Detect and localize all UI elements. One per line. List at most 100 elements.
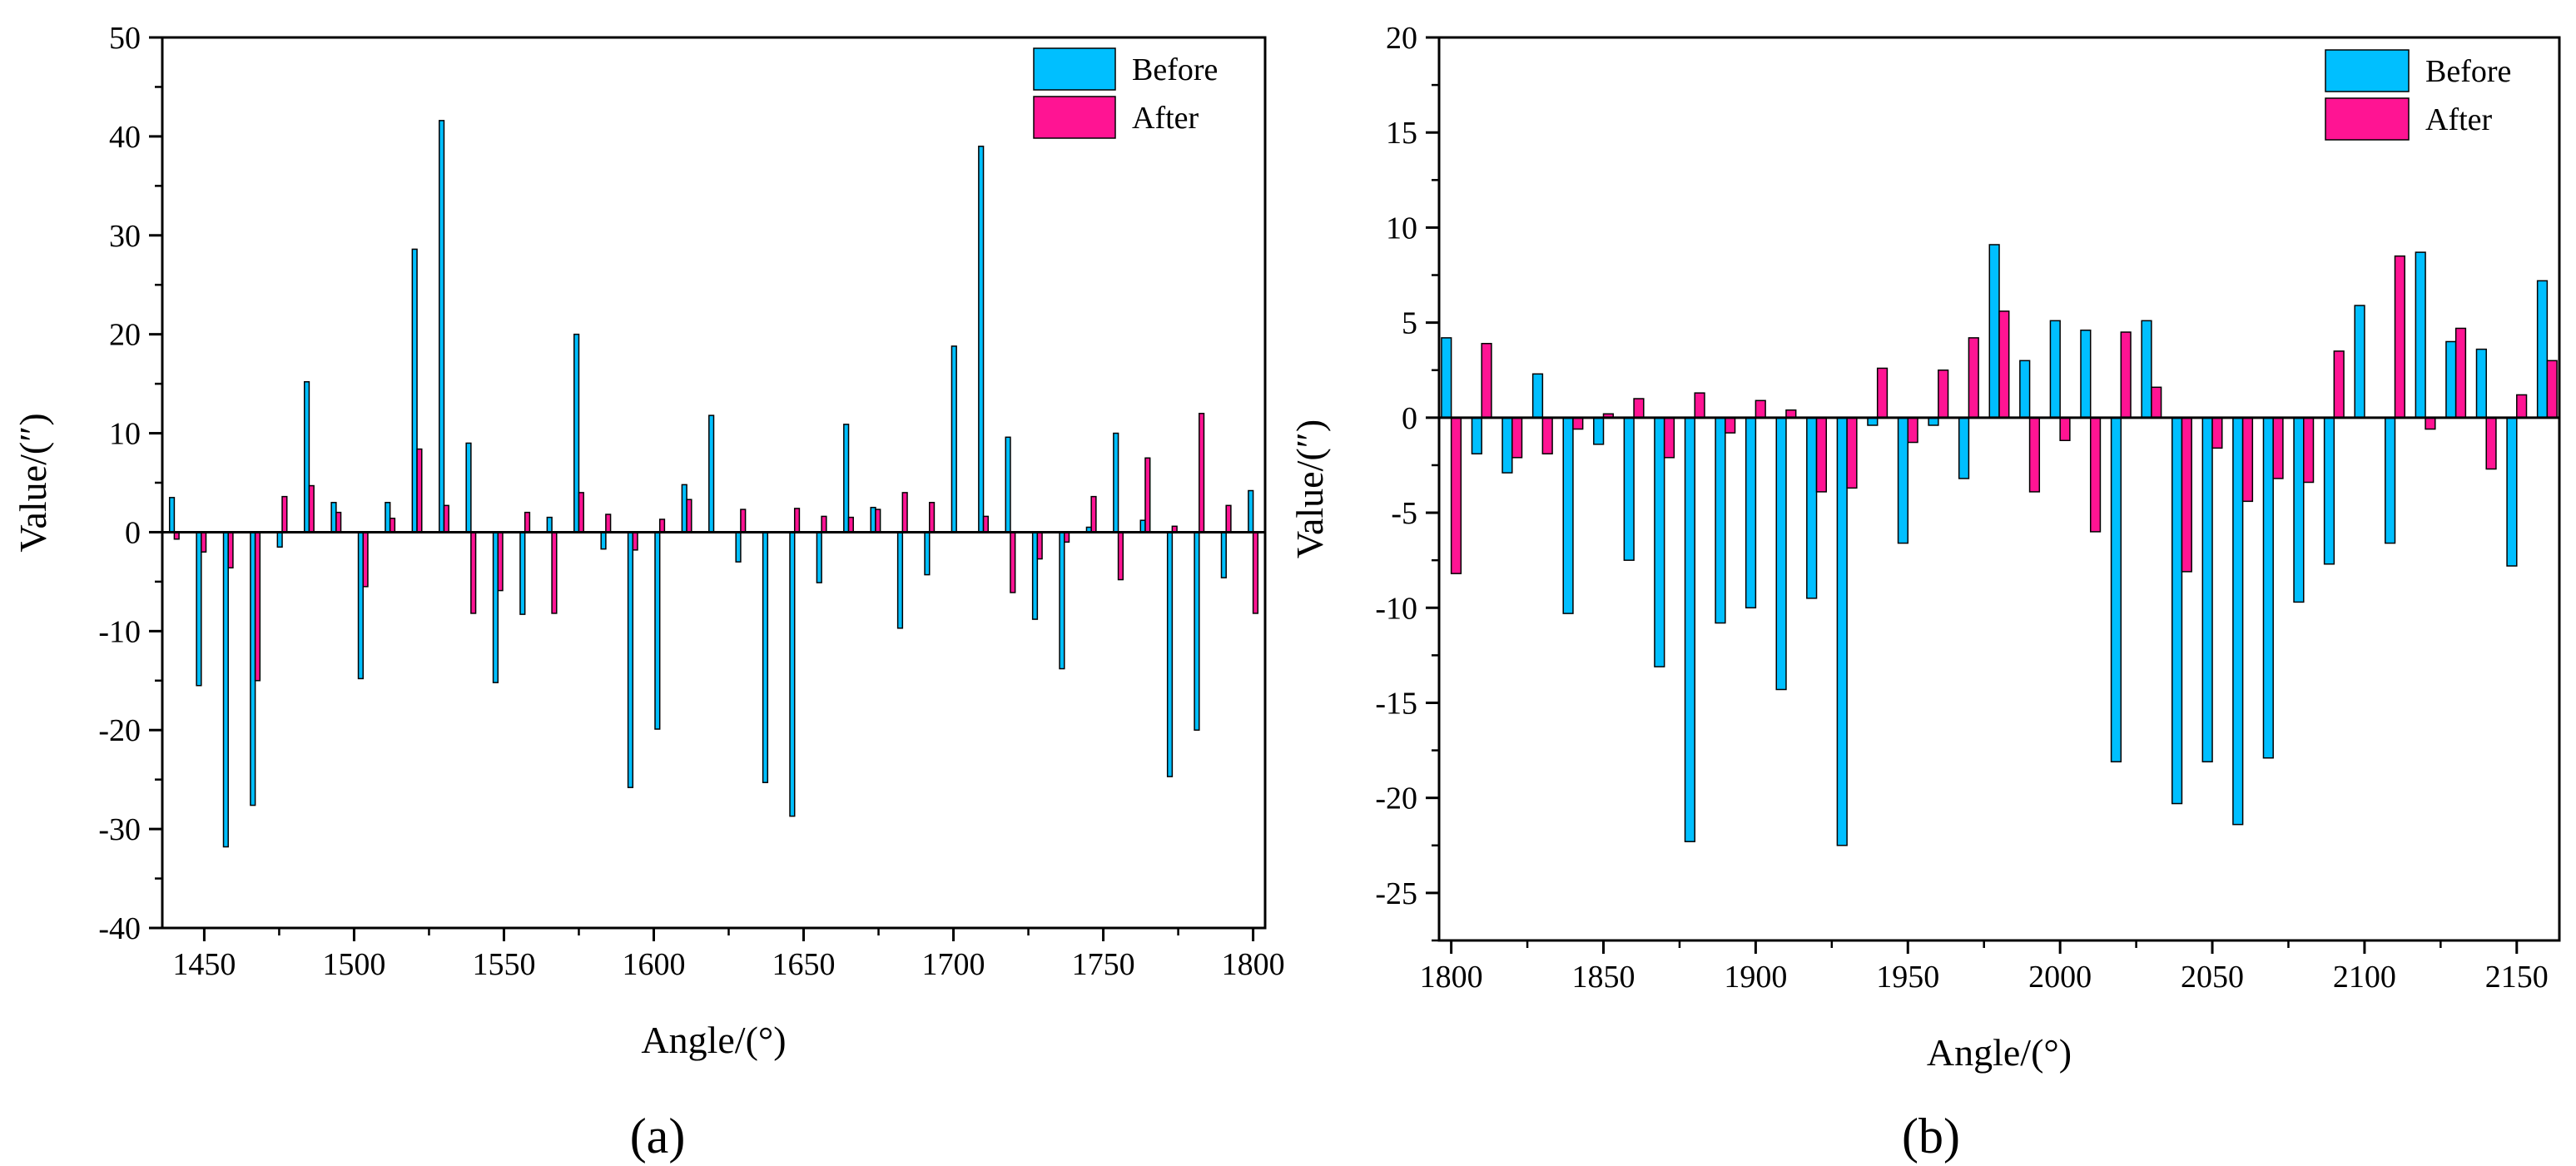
bar-after bbox=[740, 509, 747, 533]
y-tick-label: -5 bbox=[1391, 496, 1417, 531]
bar-after bbox=[2120, 331, 2132, 419]
bar-after bbox=[551, 531, 558, 614]
bar-before bbox=[1166, 531, 1174, 777]
bar-after bbox=[2485, 417, 2497, 470]
bar-after bbox=[928, 502, 936, 533]
bar-before bbox=[843, 424, 850, 533]
y-tick-label: -20 bbox=[1375, 781, 1417, 816]
bar-after bbox=[982, 515, 989, 533]
bar-before bbox=[1836, 417, 1848, 846]
bar-before bbox=[1562, 417, 1574, 614]
bar-before bbox=[1031, 531, 1039, 620]
bar-after bbox=[2059, 417, 2071, 442]
panel-label: (b) bbox=[1902, 1109, 1960, 1164]
bar-after bbox=[2516, 394, 2528, 419]
bar-before bbox=[789, 531, 796, 817]
legend: Before After bbox=[1033, 47, 1218, 139]
bar-before bbox=[2019, 360, 2031, 419]
bar-before bbox=[276, 531, 283, 548]
legend-swatch-before bbox=[2325, 49, 2410, 92]
x-tick-label: 1600 bbox=[622, 947, 685, 982]
bar-before bbox=[1059, 531, 1065, 670]
bar-before bbox=[2049, 320, 2061, 419]
bar-before bbox=[1593, 417, 1605, 445]
bar-before bbox=[196, 531, 202, 687]
series-before bbox=[168, 120, 1254, 848]
series-after bbox=[173, 413, 1259, 682]
bar-after bbox=[497, 531, 504, 592]
bar-before bbox=[2171, 417, 2183, 805]
bar-after bbox=[2546, 360, 2558, 419]
plot-frame bbox=[1437, 36, 2561, 942]
y-tick-label: 0 bbox=[125, 515, 141, 550]
x-tick-label: 1650 bbox=[772, 947, 836, 982]
bar-after bbox=[2272, 417, 2284, 479]
bar-before bbox=[1806, 417, 1818, 599]
y-tick-label: 50 bbox=[109, 21, 141, 56]
bar-after bbox=[308, 484, 315, 533]
bar-after bbox=[1725, 417, 1736, 434]
y-axis-title: Value/(″) bbox=[12, 413, 54, 552]
bar-before bbox=[546, 516, 553, 533]
bar-after bbox=[1694, 392, 1705, 419]
y-tick-label: -10 bbox=[1375, 591, 1417, 626]
legend-swatch-before bbox=[1033, 47, 1116, 91]
bar-before bbox=[1775, 417, 1787, 691]
chart-panel-b: -25 -20 -15 -10 -5 0 5 10 15 20 1800 1850 1900 1950 20… bbox=[1288, 21, 2561, 1164]
x-tick-label: 2050 bbox=[2181, 960, 2244, 995]
bar-before bbox=[1471, 417, 1482, 454]
legend-label-after: After bbox=[2425, 102, 2493, 137]
x-tick-label: 1500 bbox=[322, 947, 385, 982]
bar-after bbox=[1010, 531, 1016, 593]
bar-after bbox=[1511, 417, 1523, 459]
bar-before bbox=[681, 484, 687, 533]
bar-after bbox=[2425, 417, 2436, 430]
bar-after bbox=[1064, 531, 1070, 543]
bar-before bbox=[1139, 519, 1146, 533]
x-axis-title: Angle/(°) bbox=[641, 1019, 786, 1061]
bar-before bbox=[896, 531, 904, 629]
bar-after bbox=[1876, 367, 1889, 419]
bar-after bbox=[2151, 386, 2162, 419]
bar-after bbox=[1815, 417, 1828, 493]
bar-before bbox=[1005, 436, 1011, 533]
x-tick-label: 1800 bbox=[1222, 947, 1285, 982]
bar-after bbox=[227, 531, 234, 568]
bar-before bbox=[1654, 417, 1665, 667]
bar-before bbox=[2080, 330, 2092, 419]
bar-before bbox=[1684, 417, 1695, 842]
bar-before bbox=[519, 531, 526, 615]
bar-after bbox=[1090, 495, 1097, 533]
bar-before bbox=[330, 502, 337, 533]
x-tick-label: 2150 bbox=[2485, 960, 2549, 995]
legend-label-before: Before bbox=[2425, 54, 2511, 89]
x-tick-label: 1700 bbox=[922, 947, 985, 982]
y-tick-label: -10 bbox=[98, 614, 141, 649]
bar-after bbox=[1998, 310, 2010, 419]
bar-before bbox=[2201, 417, 2213, 763]
y-tick-label: 20 bbox=[1386, 21, 1417, 56]
bar-after bbox=[1572, 417, 1584, 430]
bar-after bbox=[1450, 417, 1462, 574]
bar-after bbox=[2181, 417, 2192, 573]
bar-before bbox=[385, 502, 391, 533]
bar-before bbox=[1531, 373, 1544, 419]
legend-swatch-after bbox=[2325, 97, 2410, 141]
bar-after bbox=[1846, 417, 1858, 489]
bar-after bbox=[416, 448, 423, 533]
bar-before bbox=[1194, 531, 1200, 731]
bar-after bbox=[281, 495, 288, 533]
bar-after bbox=[335, 511, 342, 533]
bar-before bbox=[1623, 417, 1635, 561]
bar-after bbox=[686, 499, 692, 533]
bar-before bbox=[2354, 305, 2365, 419]
y-tick-label: -40 bbox=[98, 911, 141, 946]
x-tick-label: 2000 bbox=[2028, 960, 2092, 995]
bar-after bbox=[1755, 399, 1766, 419]
y-tick-label: 15 bbox=[1386, 116, 1417, 151]
bar-before bbox=[2536, 280, 2549, 419]
bar-before bbox=[1958, 417, 1970, 479]
x-tick-label: 1900 bbox=[1724, 960, 1787, 995]
bar-after bbox=[658, 518, 666, 533]
bar-before bbox=[2415, 251, 2426, 419]
